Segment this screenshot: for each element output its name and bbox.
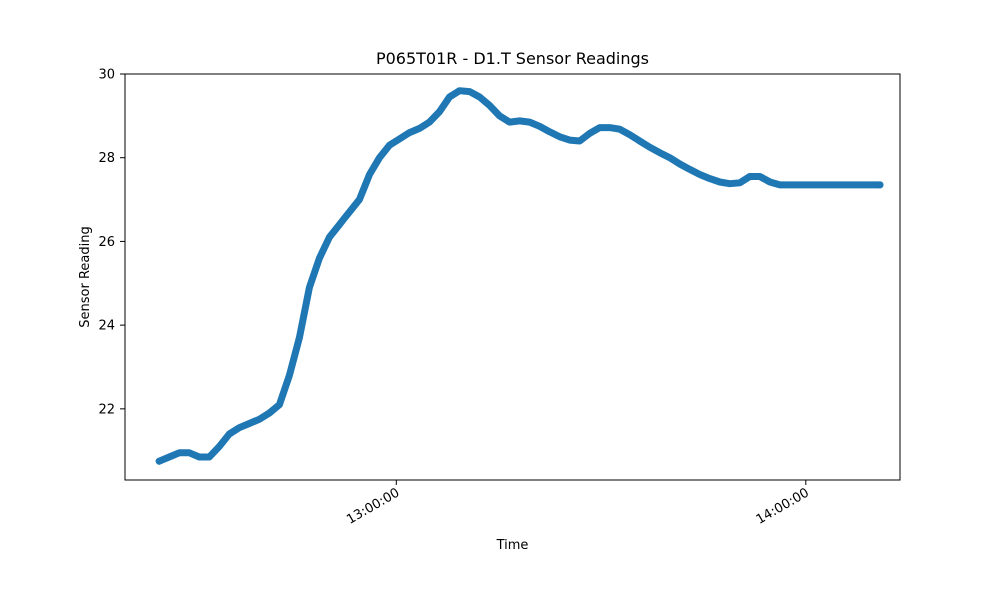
y-tick-label: 26 xyxy=(98,235,115,250)
data-point xyxy=(876,181,884,189)
plot-frame xyxy=(124,73,901,481)
chart-title: P065T01R - D1.T Sensor Readings xyxy=(376,49,649,68)
y-tick-label: 30 xyxy=(98,68,115,83)
y-axis-title: Sensor Reading xyxy=(78,226,93,327)
series-line xyxy=(155,87,884,465)
y-tick-label: 22 xyxy=(98,402,115,417)
y-tick-label: 28 xyxy=(98,151,115,166)
y-axis: 22 24 26 28 30 xyxy=(98,68,125,417)
x-axis-title: Time xyxy=(496,538,529,553)
data-point xyxy=(155,457,163,465)
plot-area xyxy=(155,87,884,465)
y-tick-label: 24 xyxy=(98,319,115,334)
